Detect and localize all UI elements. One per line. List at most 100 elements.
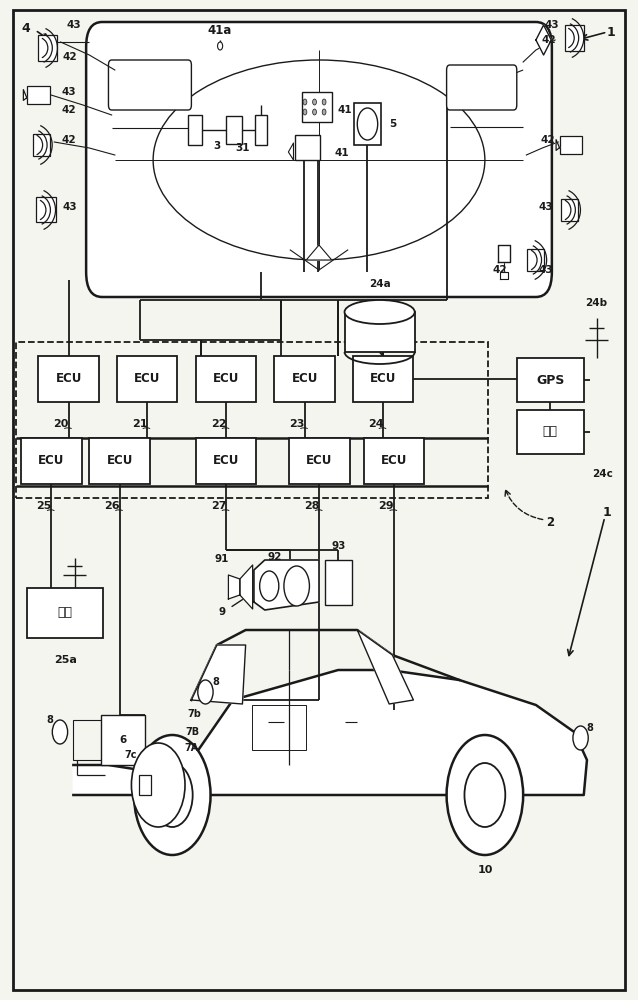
Bar (196, 438, 256, 484)
Bar (188, 115, 202, 145)
Bar (353, 356, 413, 402)
Bar (27, 588, 103, 638)
Text: 42: 42 (63, 52, 77, 62)
Text: 43: 43 (63, 202, 77, 212)
Bar (117, 356, 177, 402)
FancyBboxPatch shape (108, 60, 191, 110)
Text: 42: 42 (62, 135, 76, 145)
Ellipse shape (153, 60, 485, 260)
Text: 10: 10 (477, 865, 493, 875)
Text: 9: 9 (218, 607, 226, 617)
Text: 8: 8 (212, 677, 219, 687)
Polygon shape (498, 245, 510, 262)
Text: 43: 43 (539, 202, 553, 212)
Text: 25a: 25a (54, 655, 77, 665)
Text: 93: 93 (332, 541, 346, 551)
Text: 24b: 24b (586, 298, 607, 308)
Bar (196, 356, 256, 402)
Bar (101, 715, 145, 765)
Text: ECU: ECU (306, 454, 332, 468)
Text: 8: 8 (47, 715, 53, 725)
Text: 通信: 通信 (543, 425, 558, 438)
Text: 25: 25 (36, 501, 52, 511)
Text: 7b: 7b (188, 709, 202, 719)
Text: 31: 31 (235, 143, 249, 153)
Bar (345, 312, 415, 352)
Text: 42: 42 (62, 105, 76, 115)
Polygon shape (228, 575, 240, 599)
Text: ECU: ECU (213, 372, 239, 385)
Circle shape (357, 108, 378, 140)
Text: 28: 28 (304, 501, 320, 511)
Circle shape (303, 109, 307, 115)
Circle shape (152, 763, 193, 827)
Bar (517, 410, 584, 454)
Polygon shape (500, 272, 508, 279)
Text: 42: 42 (540, 135, 554, 145)
Circle shape (573, 726, 588, 750)
Bar (33, 134, 50, 156)
Polygon shape (191, 645, 246, 704)
Bar (255, 115, 267, 145)
Polygon shape (536, 25, 551, 55)
Circle shape (313, 109, 316, 115)
Text: 91: 91 (215, 554, 229, 564)
Bar (302, 92, 332, 122)
Text: 43: 43 (538, 265, 553, 275)
Text: 92: 92 (267, 552, 281, 562)
Text: 43: 43 (545, 20, 559, 30)
Bar (252, 705, 306, 750)
Bar (289, 438, 350, 484)
Bar (36, 197, 56, 222)
Circle shape (322, 99, 326, 105)
Text: ECU: ECU (381, 454, 407, 468)
Text: 43: 43 (66, 20, 80, 30)
Text: 41: 41 (335, 148, 349, 158)
Text: 29: 29 (378, 501, 394, 511)
Text: 2: 2 (546, 516, 554, 528)
Text: 24: 24 (367, 419, 383, 429)
Text: 41: 41 (338, 105, 352, 115)
Text: 3: 3 (213, 141, 221, 151)
Text: 22: 22 (211, 419, 226, 429)
Text: 24c: 24c (593, 469, 613, 479)
Polygon shape (240, 565, 253, 609)
Text: 6: 6 (119, 735, 127, 745)
Bar (38, 356, 99, 402)
Text: 1: 1 (606, 25, 615, 38)
FancyBboxPatch shape (447, 65, 517, 110)
Text: 43: 43 (62, 87, 76, 97)
Text: ECU: ECU (292, 372, 318, 385)
Circle shape (303, 99, 307, 105)
Text: 5: 5 (389, 119, 396, 129)
Text: 7B: 7B (186, 727, 200, 737)
Circle shape (260, 571, 279, 601)
Polygon shape (254, 560, 319, 610)
Bar (528, 249, 544, 271)
FancyBboxPatch shape (86, 22, 552, 297)
Text: 42: 42 (542, 35, 556, 45)
Ellipse shape (345, 300, 415, 324)
Bar (364, 438, 424, 484)
Bar (73, 720, 105, 760)
Circle shape (284, 566, 309, 606)
Bar (561, 199, 578, 221)
Text: 23: 23 (289, 419, 305, 429)
Text: 20: 20 (53, 419, 69, 429)
Circle shape (218, 42, 223, 50)
Text: 4: 4 (21, 21, 30, 34)
Polygon shape (73, 670, 587, 795)
Circle shape (198, 680, 213, 704)
Polygon shape (306, 245, 332, 260)
Bar (21, 438, 82, 484)
Text: 1: 1 (603, 506, 612, 518)
Text: ECU: ECU (134, 372, 160, 385)
Text: 26: 26 (104, 501, 120, 511)
Bar (38, 35, 57, 60)
Text: 8: 8 (586, 723, 593, 733)
Bar (139, 775, 151, 795)
Text: 21: 21 (131, 419, 147, 429)
Polygon shape (24, 90, 27, 100)
Bar (354, 103, 381, 145)
Text: ECU: ECU (370, 372, 396, 385)
